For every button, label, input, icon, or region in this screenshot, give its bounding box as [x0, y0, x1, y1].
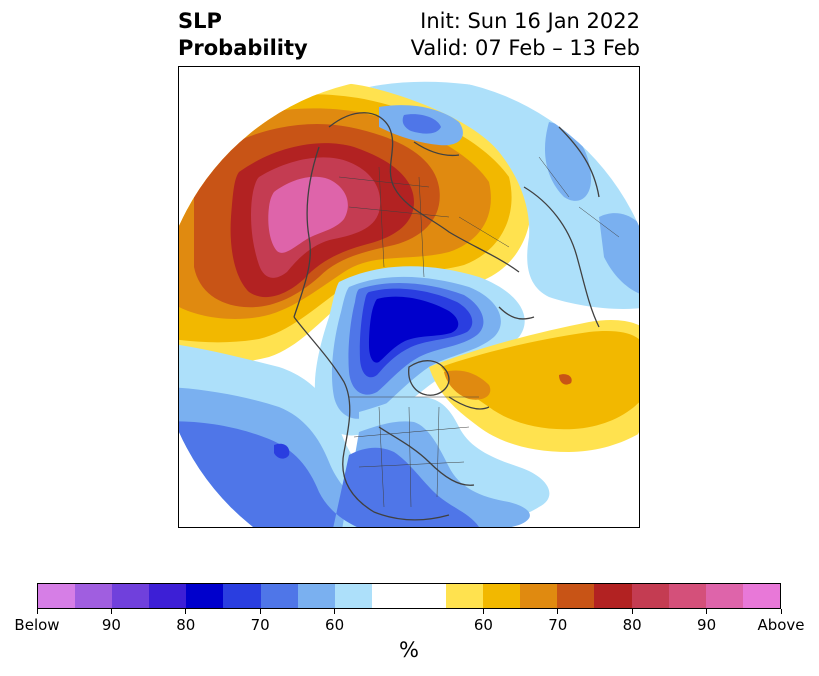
- colorbar-tick: [631, 609, 633, 614]
- colorbar-tick: [334, 609, 336, 614]
- colorbar-tick-label: 70: [250, 616, 270, 634]
- colorbar-segment: [223, 584, 261, 608]
- colorbar-segment: [297, 584, 335, 608]
- colorbar-tick-label: 90: [697, 616, 717, 634]
- colorbar-segment: [408, 584, 447, 608]
- colorbar-tick-label: 80: [622, 616, 642, 634]
- colorbar-tick: [185, 609, 187, 614]
- colorbar-segment: [112, 584, 150, 608]
- colorbar-segment: [334, 584, 372, 608]
- colorbar-segment: [668, 584, 706, 608]
- colorbar-segment: [38, 584, 76, 608]
- colorbar-tick-label: 70: [548, 616, 568, 634]
- below-region-ne-60: [402, 114, 441, 134]
- colorbar-tick: [110, 609, 112, 614]
- colorbar-tick: [557, 609, 559, 614]
- colorbar-segment: [483, 584, 521, 608]
- colorbar-tick-label: Above: [757, 616, 805, 634]
- colorbar-tick: [482, 609, 484, 614]
- title-variable: SLP: [178, 9, 222, 33]
- map-panel: [178, 66, 640, 528]
- below-region-west-70: [274, 443, 290, 459]
- colorbar-tick: [259, 609, 261, 614]
- above-region-atl-55: [441, 331, 639, 430]
- colorbar-segment: [520, 584, 558, 608]
- title-left: SLP Probability: [178, 8, 308, 62]
- below-region-far-east: [599, 213, 639, 297]
- colorbar: [37, 583, 781, 609]
- above-region-90: [268, 176, 348, 253]
- colorbar-segment: [149, 584, 187, 608]
- colorbar-segment: [631, 584, 669, 608]
- colorbar-segment: [75, 584, 113, 608]
- colorbar-segment: [594, 584, 632, 608]
- colorbar-tick-label: 90: [101, 616, 121, 634]
- colorbar-segment: [260, 584, 298, 608]
- probability-map: [179, 77, 639, 527]
- colorbar-tick-label: 80: [176, 616, 196, 634]
- colorbar-tick: [780, 609, 782, 614]
- colorbar-tick-label: 60: [325, 616, 345, 634]
- below-region-central-80: [369, 296, 459, 363]
- above-region-atl-60: [444, 370, 491, 400]
- colorbar-segment: [742, 584, 780, 608]
- colorbar-tick-label: 60: [473, 616, 493, 634]
- colorbar-tick: [706, 609, 708, 614]
- colorbar-segment: [446, 584, 484, 608]
- political-borders: [338, 156, 620, 508]
- colorbar-unit-label: %: [399, 638, 419, 662]
- init-date-label: Init: Sun 16 Jan 2022: [420, 9, 640, 33]
- colorbar-segment: [557, 584, 595, 608]
- colorbar-tick-label: Below: [14, 616, 60, 634]
- map-fills: [179, 77, 639, 527]
- above-region-atl-65: [559, 374, 572, 385]
- colorbar-tick: [36, 609, 38, 614]
- title-product: Probability: [178, 36, 308, 60]
- colorbar-segment: [705, 584, 743, 608]
- coastlines: [293, 112, 600, 521]
- valid-range-label: Valid: 07 Feb – 13 Feb: [410, 36, 640, 60]
- colorbar-segment: [371, 584, 409, 608]
- title-right: Init: Sun 16 Jan 2022 Valid: 07 Feb – 13…: [411, 8, 640, 62]
- colorbar-segment: [186, 584, 224, 608]
